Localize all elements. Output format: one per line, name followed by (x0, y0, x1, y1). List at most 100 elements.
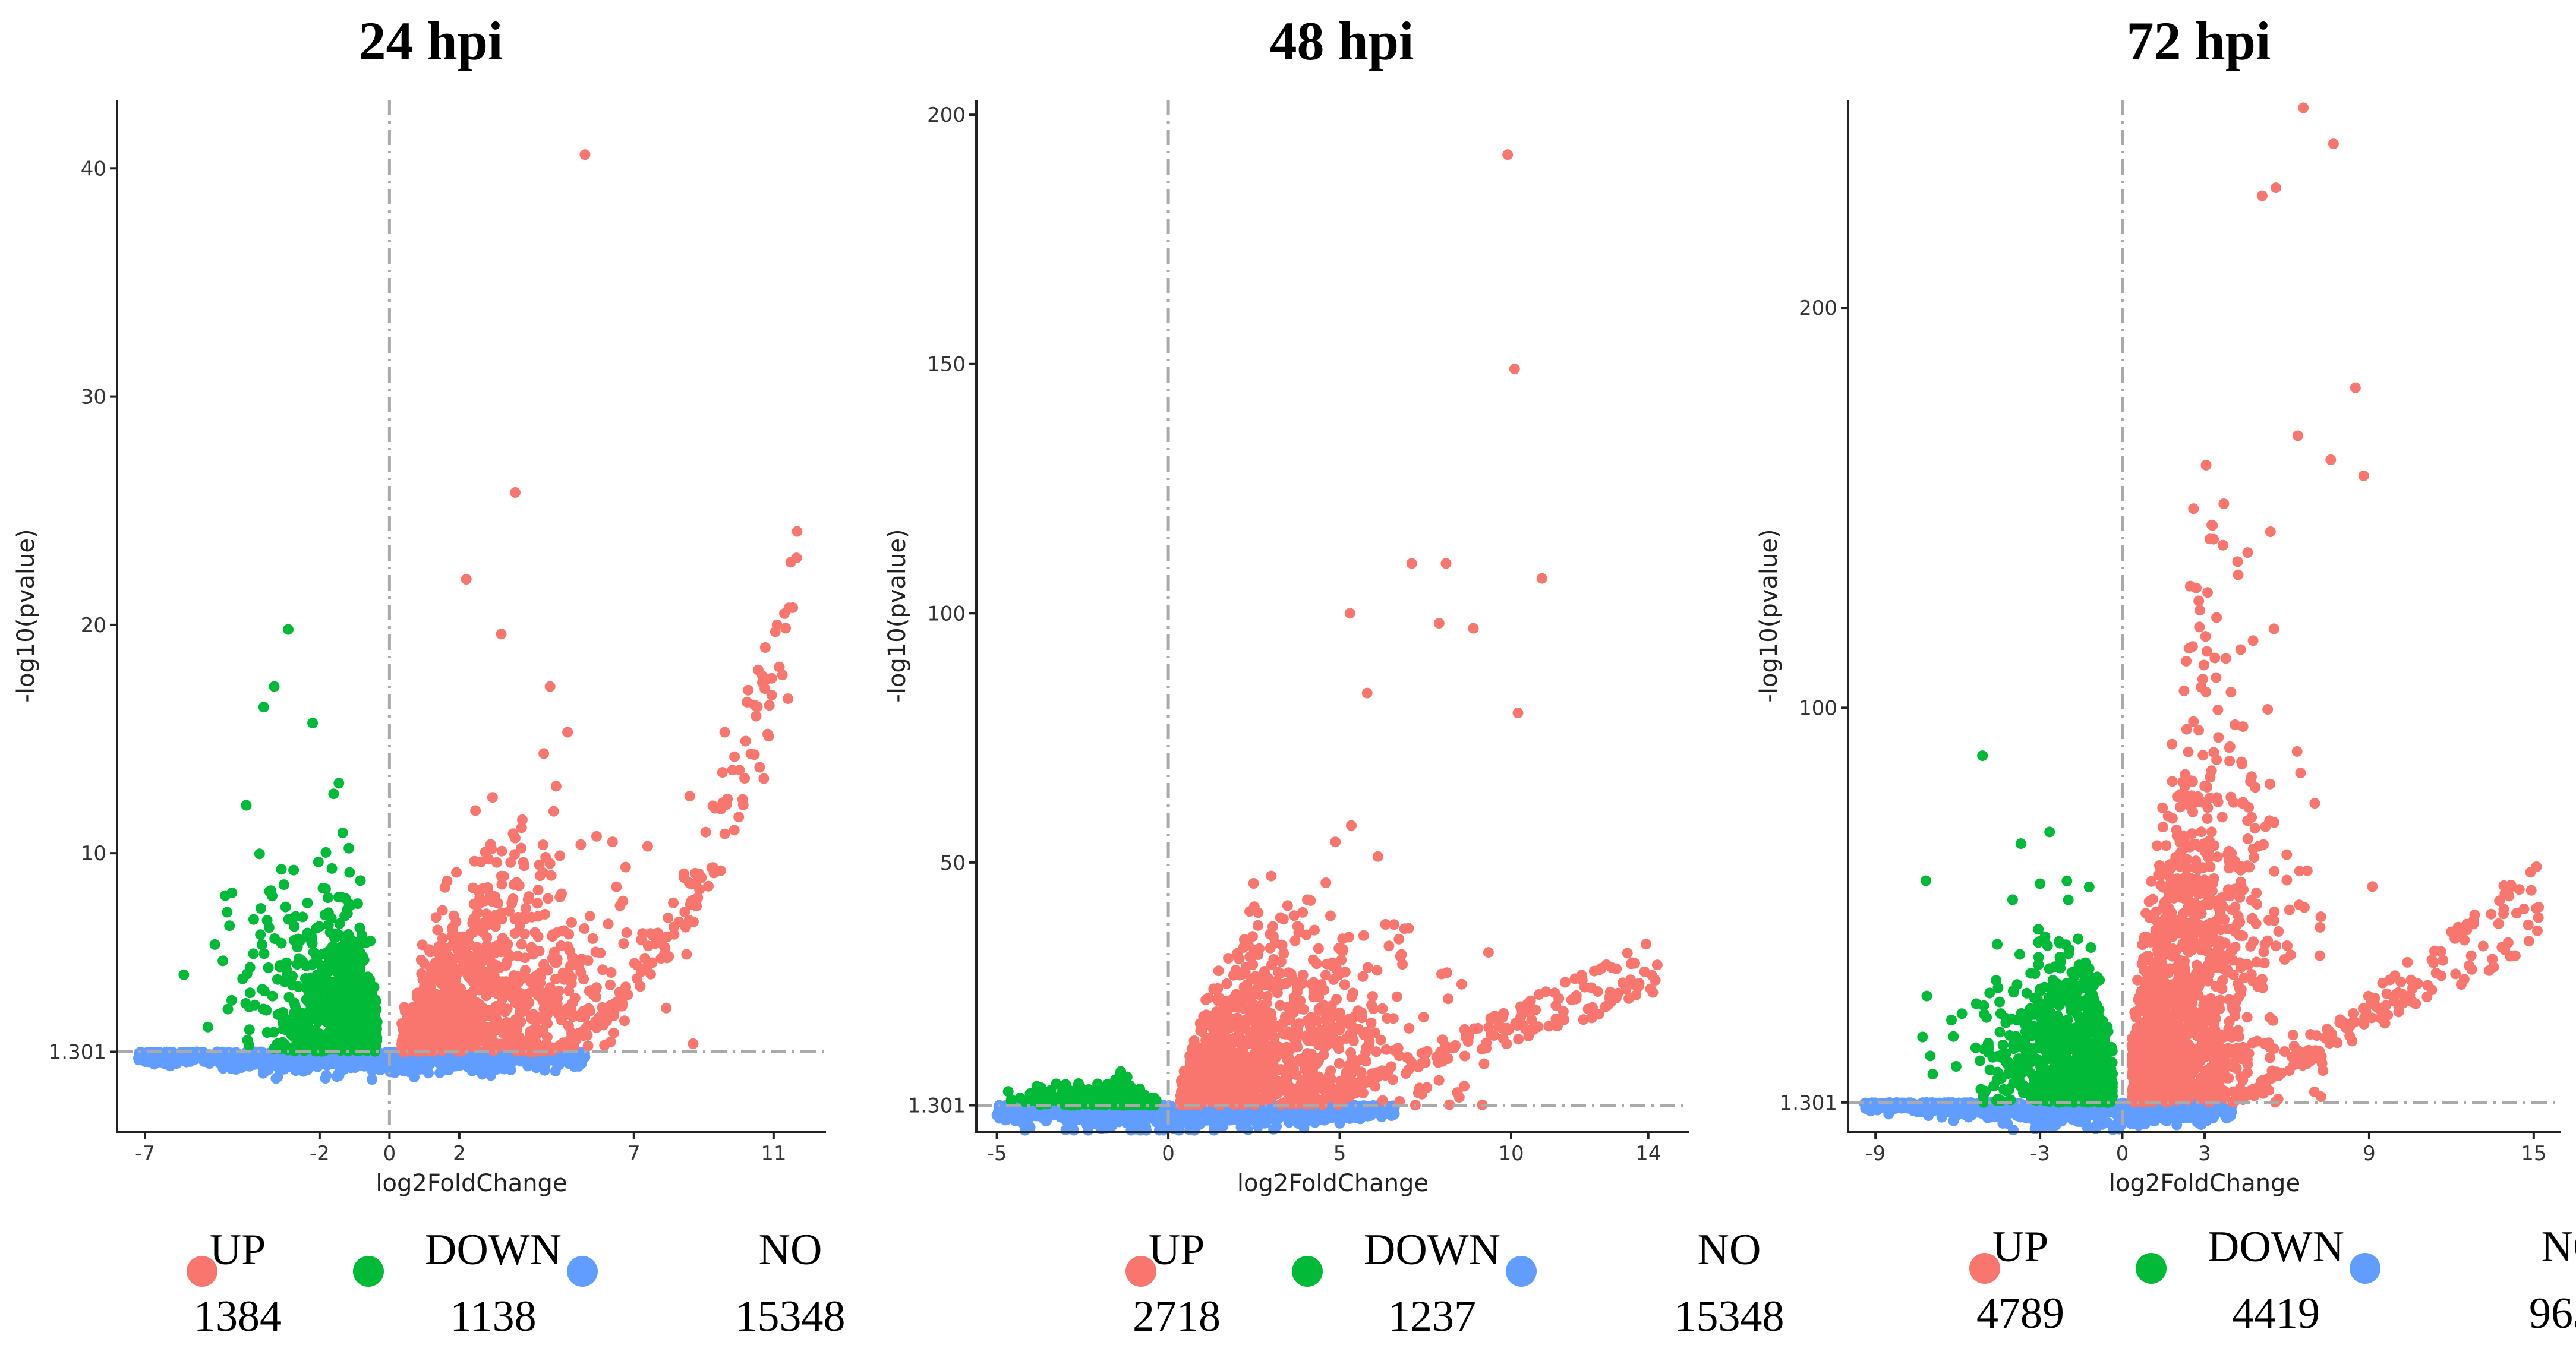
up-point (1306, 1034, 1317, 1046)
up-point (499, 1028, 510, 1039)
down-point (340, 893, 351, 904)
up-point (1313, 1094, 1323, 1105)
up-point (719, 828, 730, 839)
up-point (1372, 851, 1383, 862)
up-point (1363, 1039, 1374, 1050)
up-point (785, 557, 796, 568)
up-point (617, 895, 629, 907)
up-point (468, 1037, 480, 1048)
up-point (537, 839, 548, 851)
down-point (294, 1021, 305, 1032)
no-point (1352, 1101, 1364, 1112)
down-point (302, 996, 314, 1007)
up-point (470, 805, 481, 816)
up-point (1240, 966, 1251, 977)
up-point (1210, 1010, 1222, 1021)
up-point (521, 990, 532, 1001)
up-point (486, 1027, 497, 1038)
up-point (1392, 991, 1402, 1002)
up-point (1578, 1014, 1589, 1025)
up-point (481, 908, 492, 920)
up-point (1256, 1036, 1267, 1047)
up-point (413, 1034, 424, 1046)
up-point (717, 767, 728, 778)
down-point (337, 827, 348, 838)
up-point (448, 910, 459, 921)
up-point (1257, 1004, 1269, 1015)
up-point (1513, 1034, 1524, 1045)
x-tick-label: -7 (135, 1142, 155, 1166)
up-point (1478, 1058, 1490, 1069)
up-point (601, 1015, 613, 1027)
up-point (1200, 1067, 1211, 1078)
up-point (1317, 1077, 1328, 1088)
down-point (355, 962, 366, 973)
up-point (1377, 1095, 1388, 1106)
up-point (1622, 948, 1633, 959)
up-point (1523, 1030, 1534, 1041)
up-point (611, 881, 622, 892)
up-point (518, 1003, 529, 1015)
up-point (496, 629, 507, 640)
up-point (1647, 970, 1658, 981)
no-point (138, 1048, 150, 1059)
no-point (160, 1046, 172, 1057)
up-point (1369, 1027, 1380, 1038)
up-point (743, 684, 754, 696)
no-point (1012, 1106, 1023, 1117)
up-point (1525, 995, 1536, 1006)
up-point (1361, 1056, 1371, 1067)
down-point (296, 1032, 307, 1043)
up-point (1592, 986, 1603, 997)
up-point (1579, 981, 1590, 993)
no-point (421, 1065, 432, 1075)
up-point (1309, 924, 1320, 936)
up-point (642, 841, 653, 852)
down-point (241, 800, 252, 811)
up-point (733, 812, 745, 823)
up-point (432, 924, 443, 936)
no-point (483, 1054, 494, 1065)
up-point (487, 792, 498, 803)
up-point (417, 1019, 428, 1030)
down-point (362, 996, 373, 1007)
up-point (1501, 1022, 1512, 1034)
up-point (1352, 1079, 1363, 1091)
up-point (1352, 1005, 1364, 1016)
up-point (1347, 987, 1358, 999)
up-point (497, 992, 508, 1003)
up-point (537, 867, 548, 878)
no-point (196, 1047, 207, 1059)
up-point (488, 943, 500, 954)
down-point (337, 1012, 348, 1023)
down-point (248, 914, 259, 925)
panel-48-hpi: 48 hpi-5 0 5 10 141.30150100150200log2FoldCh… (884, 11, 1784, 1341)
up-point (1227, 1081, 1238, 1092)
up-point (434, 1033, 445, 1044)
up-point (661, 1002, 672, 1014)
up-point (1320, 877, 1332, 888)
up-point (1533, 989, 1544, 1000)
down-point (297, 1009, 308, 1020)
up-point (590, 1016, 601, 1027)
up-point (1417, 1057, 1428, 1069)
no-point (1111, 1110, 1122, 1121)
up-point (683, 915, 695, 926)
up-point (1316, 979, 1327, 990)
down-point (334, 962, 345, 973)
up-point (1333, 1085, 1344, 1097)
no-point (1031, 1110, 1042, 1122)
up-point (1257, 1046, 1268, 1057)
up-point (547, 929, 559, 940)
up-point (1308, 992, 1319, 1003)
up-point (1435, 1046, 1446, 1057)
up-point (1473, 1022, 1484, 1034)
up-point (509, 849, 520, 860)
down-point (297, 911, 308, 923)
down-point (268, 1027, 279, 1038)
down-point (354, 977, 365, 988)
up-point (496, 845, 507, 857)
down-point (255, 929, 266, 940)
down-point (224, 920, 235, 932)
no-point (471, 1064, 482, 1075)
